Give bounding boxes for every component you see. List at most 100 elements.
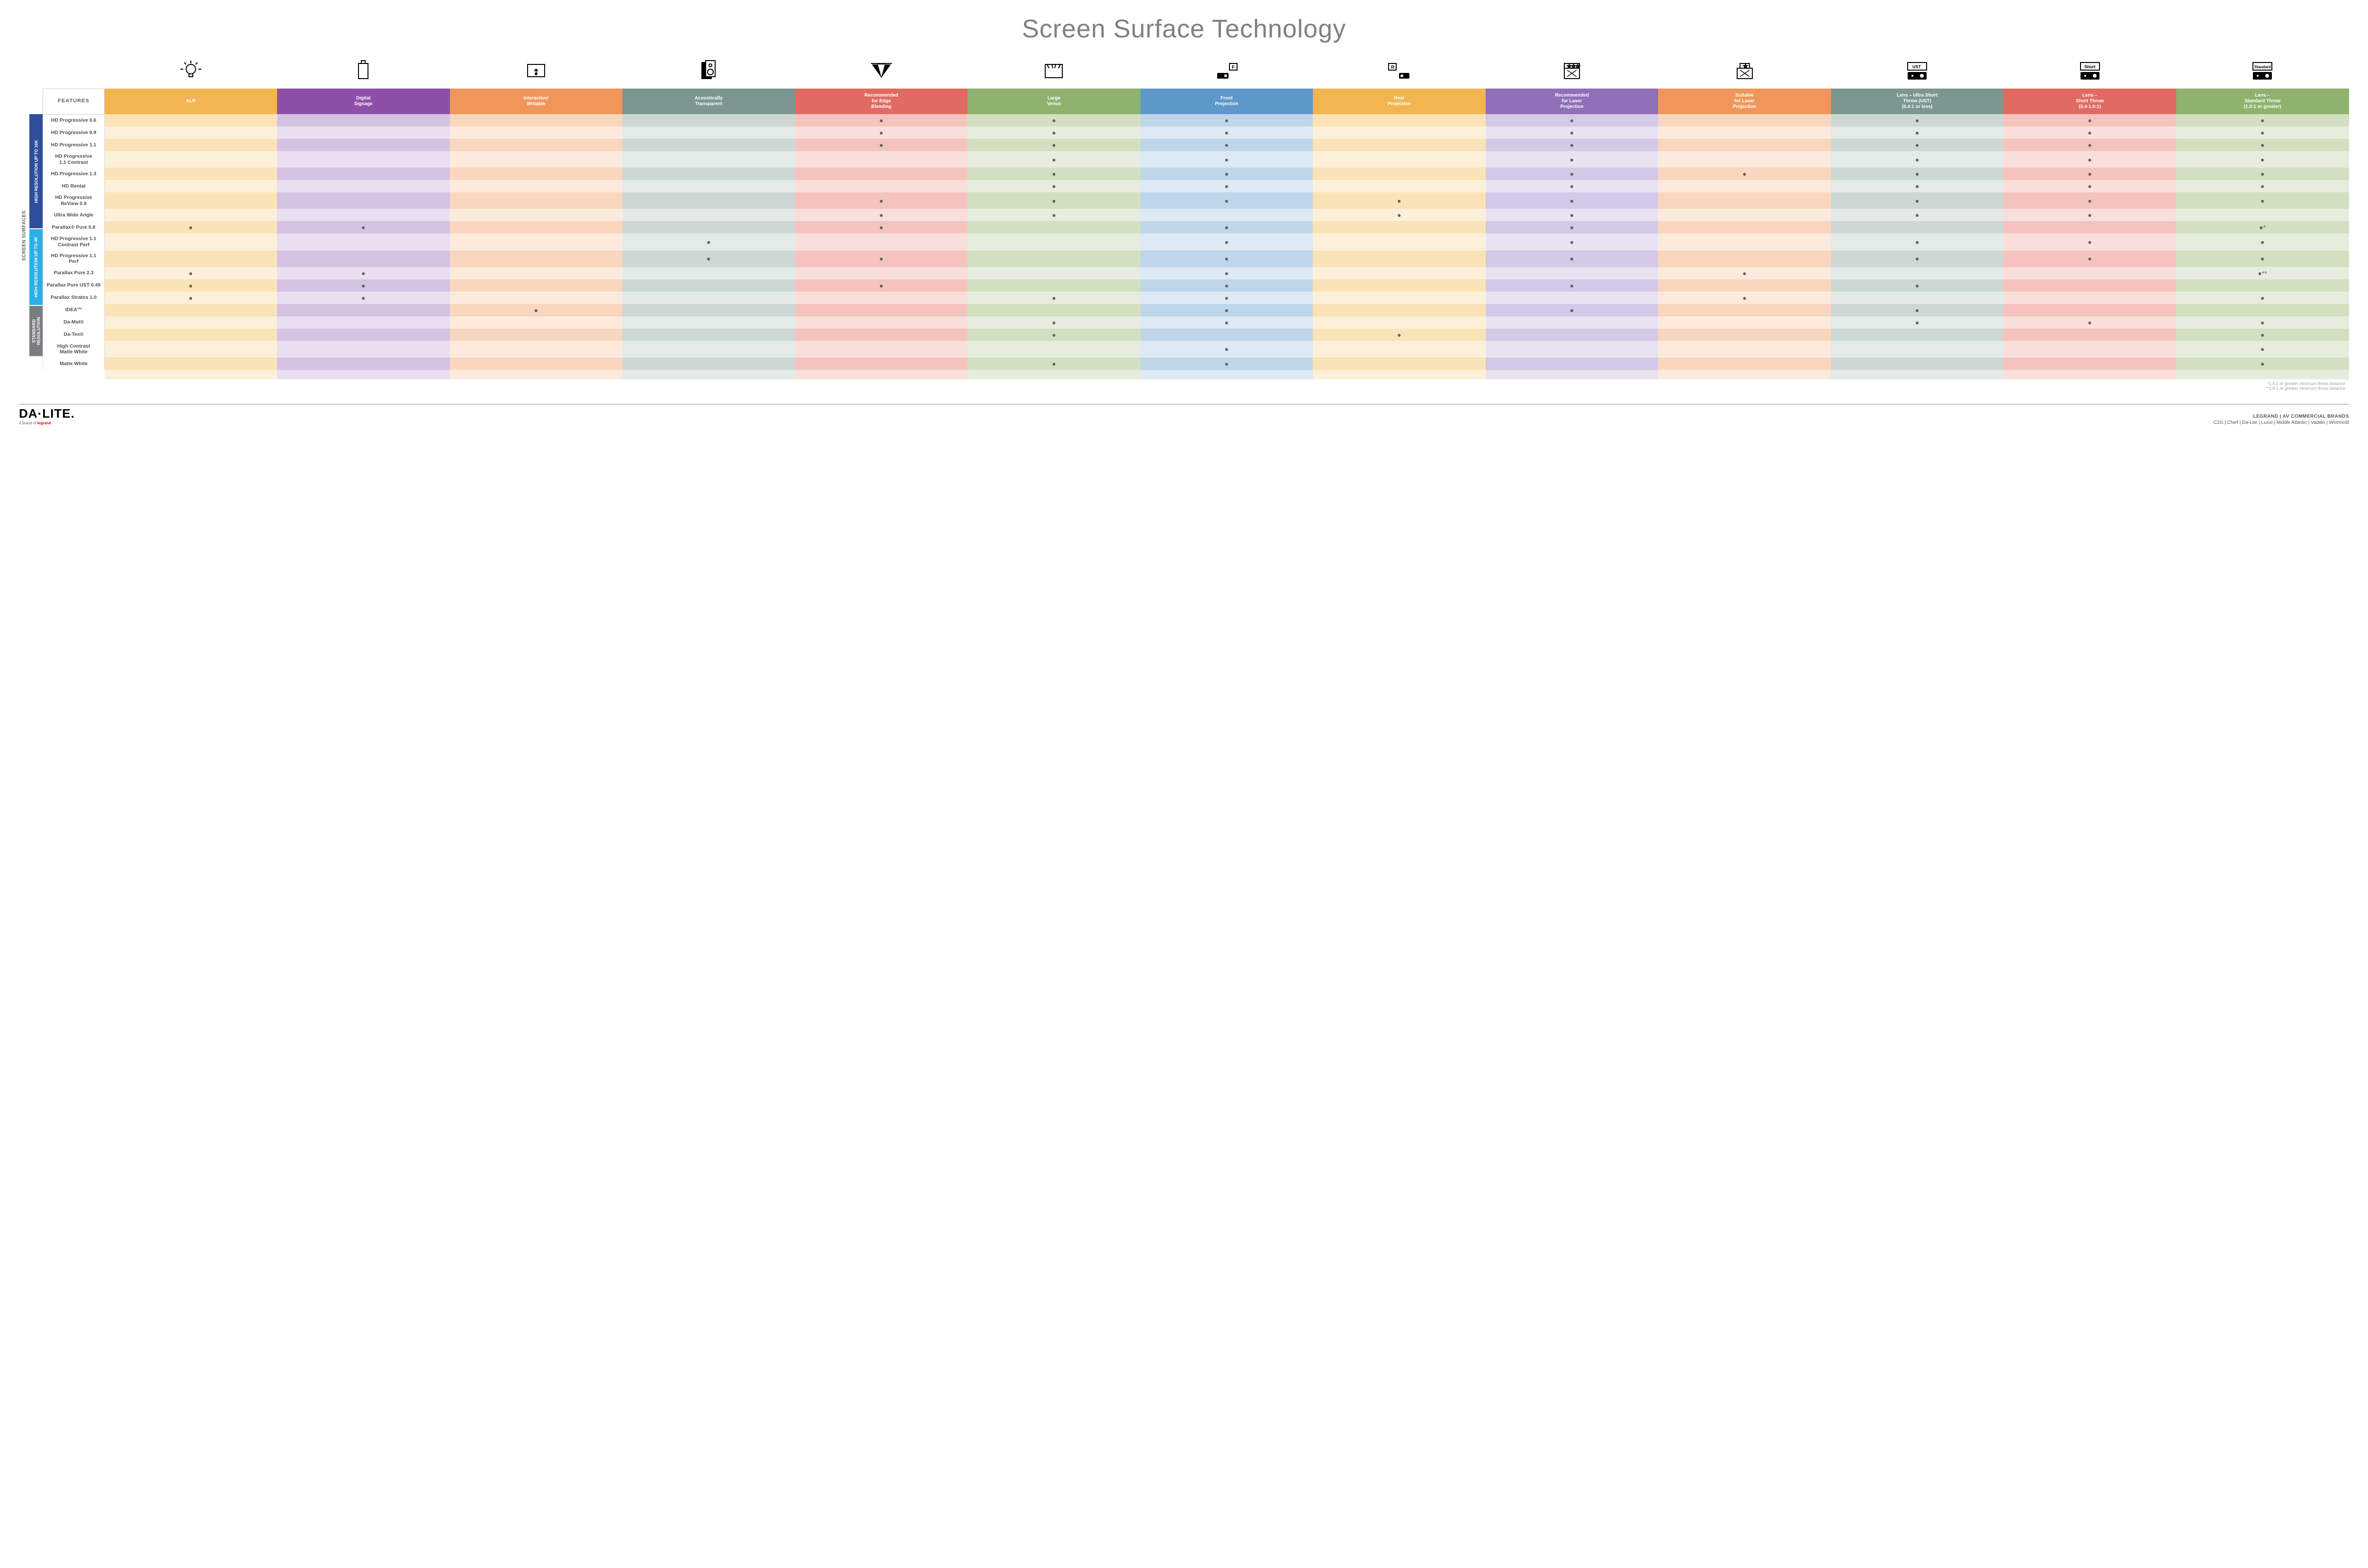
cell: ● bbox=[1486, 221, 1659, 233]
cell: ● bbox=[1486, 192, 1659, 209]
cell bbox=[450, 358, 623, 370]
cell bbox=[1486, 329, 1659, 341]
cell: ● bbox=[2003, 168, 2176, 180]
cell: ● bbox=[1140, 279, 1313, 292]
row-label: IDEA™ bbox=[43, 304, 105, 316]
cell: ● bbox=[1831, 151, 2004, 168]
cell: ● bbox=[968, 209, 1140, 221]
cell bbox=[277, 358, 450, 370]
cell bbox=[622, 168, 795, 180]
cell bbox=[2176, 279, 2349, 292]
cell: ● bbox=[1831, 168, 2004, 180]
cell bbox=[277, 341, 450, 358]
cell bbox=[450, 329, 623, 341]
cell bbox=[1658, 304, 1831, 316]
column-header: AcousticallyTransparent bbox=[622, 89, 795, 114]
cell bbox=[450, 192, 623, 209]
cell bbox=[1313, 251, 1486, 267]
table-row: HD Progressive 1.1Contrast Perf●●●●●● bbox=[43, 233, 2349, 250]
row-label: Parallax Stratos 1.0 bbox=[43, 292, 105, 304]
cell bbox=[2003, 341, 2176, 358]
cell bbox=[622, 139, 795, 151]
cell bbox=[1140, 209, 1313, 221]
cell bbox=[1831, 329, 2004, 341]
cell: ● bbox=[1140, 114, 1313, 126]
cell: ● bbox=[2176, 251, 2349, 267]
cell: ● bbox=[2003, 209, 2176, 221]
cell: ● bbox=[2003, 126, 2176, 139]
column-header: Suitablefor LaserProjection bbox=[1658, 89, 1831, 114]
cell: ● bbox=[105, 279, 278, 292]
cell: ● bbox=[968, 192, 1140, 209]
cell: ● bbox=[1140, 292, 1313, 304]
row-label: HD Progressive 0.9 bbox=[43, 126, 105, 139]
cell bbox=[450, 114, 623, 126]
row-label: HD Progressive 0.6 bbox=[43, 114, 105, 126]
cell bbox=[622, 114, 795, 126]
cell: ●* bbox=[2176, 221, 2349, 233]
column-header: ALR bbox=[105, 89, 278, 114]
cell bbox=[1313, 292, 1486, 304]
cell bbox=[277, 126, 450, 139]
cell: ● bbox=[2176, 180, 2349, 192]
cell bbox=[1658, 251, 1831, 267]
cell bbox=[1313, 279, 1486, 292]
cell bbox=[622, 329, 795, 341]
cell bbox=[622, 267, 795, 279]
cell bbox=[795, 304, 968, 316]
cell bbox=[450, 316, 623, 329]
cell: ● bbox=[968, 292, 1140, 304]
footer-right: LEGRAND | AV COMMERCIAL BRANDS C2G | Chi… bbox=[2214, 414, 2349, 425]
touch-icon bbox=[450, 55, 623, 89]
cell bbox=[1313, 267, 1486, 279]
laser3-icon: ★★★ bbox=[1486, 55, 1659, 89]
cell bbox=[795, 151, 968, 168]
table-row: Parallax® Pure 0.8●●●●●●* bbox=[43, 221, 2349, 233]
row-label: Parallax Pure UST 0.45 bbox=[43, 279, 105, 292]
cell bbox=[450, 139, 623, 151]
cell: ● bbox=[2003, 114, 2176, 126]
blend-icon bbox=[795, 55, 968, 89]
cell bbox=[1658, 114, 1831, 126]
cell: ● bbox=[1831, 114, 2004, 126]
cell: ● bbox=[1658, 168, 1831, 180]
cell bbox=[277, 304, 450, 316]
cell: ● bbox=[2176, 358, 2349, 370]
cell bbox=[450, 221, 623, 233]
cell bbox=[105, 251, 278, 267]
cell bbox=[450, 292, 623, 304]
cell bbox=[2003, 221, 2176, 233]
cell bbox=[277, 192, 450, 209]
cell bbox=[622, 341, 795, 358]
cell: ● bbox=[277, 221, 450, 233]
cell bbox=[450, 341, 623, 358]
cell: ● bbox=[1313, 209, 1486, 221]
cell: ● bbox=[2176, 329, 2349, 341]
cell: ● bbox=[968, 168, 1140, 180]
cell bbox=[968, 251, 1140, 267]
cell: ● bbox=[1140, 233, 1313, 250]
cell bbox=[105, 341, 278, 358]
row-label: Parallax® Pure 0.8 bbox=[43, 221, 105, 233]
cell bbox=[2176, 209, 2349, 221]
cell: ● bbox=[105, 292, 278, 304]
page-title: Screen Surface Technology bbox=[19, 14, 2349, 44]
cell: ● bbox=[1486, 251, 1659, 267]
cell bbox=[1313, 233, 1486, 250]
cell bbox=[105, 180, 278, 192]
cell bbox=[1313, 304, 1486, 316]
table-row: IDEA™●●●● bbox=[43, 304, 2349, 316]
cell: ● bbox=[622, 251, 795, 267]
cell bbox=[1831, 358, 2004, 370]
column-header: Lens –Short Throw(0.4-1.0:1) bbox=[2003, 89, 2176, 114]
row-label: High ContrastMatte White bbox=[43, 341, 105, 358]
row-label: HD Progressive 1.1Contrast Perf bbox=[43, 233, 105, 250]
cell bbox=[1313, 316, 1486, 329]
cell bbox=[1658, 358, 1831, 370]
cell: ● bbox=[2176, 341, 2349, 358]
cell bbox=[277, 251, 450, 267]
cell bbox=[450, 233, 623, 250]
cell: ● bbox=[1140, 151, 1313, 168]
cell: ● bbox=[1831, 192, 2004, 209]
std-icon: Standard bbox=[2176, 55, 2349, 89]
